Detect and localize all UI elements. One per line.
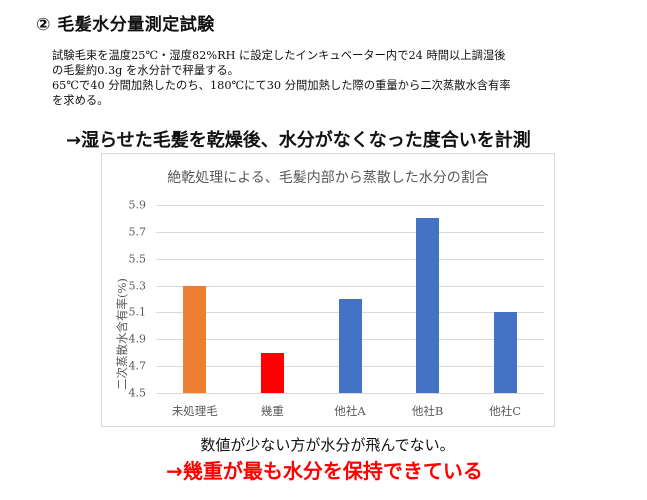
bar [183, 285, 207, 393]
bar-chart: 絶乾処理による、毛髪内部から蒸散した水分の割合 二次蒸散水含有率(%) 5.9 5… [101, 153, 555, 427]
gridline [156, 258, 544, 260]
x-category-label: 幾重 [260, 404, 284, 418]
y-tick-label: 4.7 [128, 359, 147, 373]
test-description: 試験毛束を温度25℃・湿度82%RH に設定したインキュベーター内で24 時間以… [52, 49, 511, 107]
y-tick-label: 5.5 [128, 252, 147, 266]
y-tick-label: 4.9 [128, 332, 147, 346]
y-tick-label: 4.5 [128, 386, 147, 400]
y-tick-label: 5.7 [128, 225, 147, 239]
x-category-label: 他社C [489, 404, 522, 418]
gridline [156, 231, 544, 233]
chart-title: 絶乾処理による、毛髪内部から蒸散した水分の割合 [167, 170, 489, 186]
gridline [156, 393, 544, 394]
note-text: 数値が少ない方が水分が飛んでない。 [200, 436, 455, 454]
slide-title: ② 毛髪水分量測定試験 [36, 15, 215, 35]
method-summary: →湿らせた毛髪を乾燥後、水分がなくなった度合いを計測 [66, 130, 531, 151]
conclusion-text: →幾重が最も水分を保持できている [166, 459, 483, 483]
x-category-label: 他社B [411, 404, 444, 418]
gridline [156, 285, 544, 287]
x-category-label: 他社A [334, 404, 366, 418]
x-category-label: 未処理毛 [171, 404, 218, 418]
plot-area: 5.9 5.7 5.5 5.3 5.1 4.9 4.7 4.5 未処理毛 幾重 他社A 他社B 他社C [129, 199, 544, 418]
bar [260, 352, 284, 393]
gridline [156, 205, 544, 206]
y-tick-label: 5.3 [128, 279, 147, 293]
y-tick-label: 5.1 [128, 305, 147, 319]
bar [338, 299, 362, 393]
bar [416, 218, 440, 393]
y-tick-label: 5.9 [128, 198, 147, 212]
bar [493, 312, 517, 393]
